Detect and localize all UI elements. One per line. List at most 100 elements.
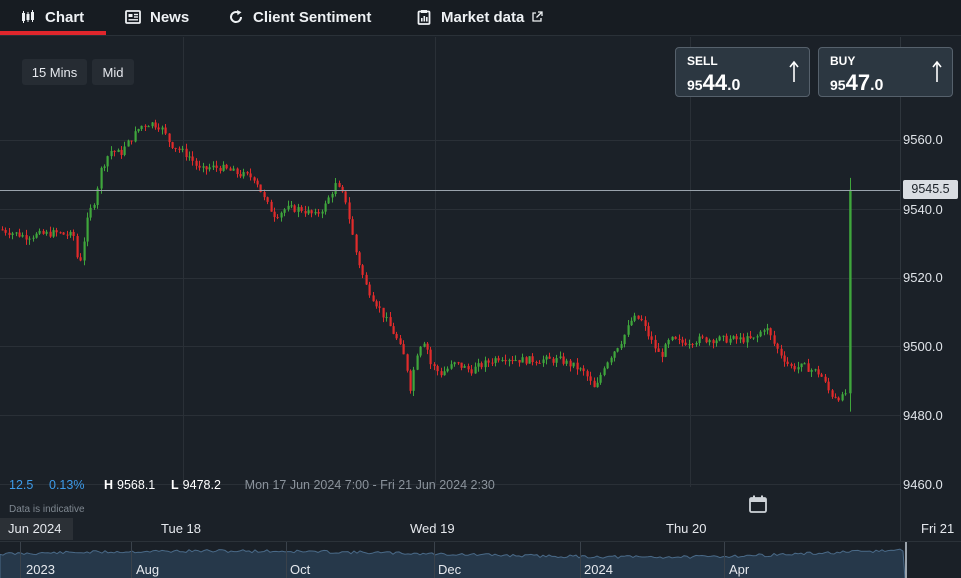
sell-button[interactable]: SELL 9544.0 — [675, 47, 810, 97]
candle-body — [164, 127, 167, 134]
candle-body — [32, 237, 35, 239]
candle-body — [480, 363, 483, 368]
tab-market-data-label: Market data — [441, 8, 525, 26]
candle-body — [616, 348, 619, 352]
candle-body — [106, 156, 109, 167]
candle-body — [358, 252, 361, 266]
candle-body — [300, 207, 303, 211]
candle-body — [69, 231, 72, 236]
tab-news[interactable]: News — [125, 0, 189, 34]
candle-body — [657, 348, 660, 352]
candle-body — [280, 212, 283, 218]
candle-body — [290, 205, 293, 207]
candle-body — [484, 360, 487, 368]
candle-body — [776, 343, 779, 349]
candle-body — [239, 174, 242, 177]
navigator-divider — [580, 542, 581, 578]
candle-body — [695, 343, 698, 345]
candle-body — [232, 168, 235, 171]
candle-body — [514, 359, 517, 361]
candle-body — [423, 343, 426, 347]
candle-body — [157, 127, 160, 130]
navigator-label: Aug — [136, 562, 160, 577]
candle-body — [161, 127, 164, 130]
active-tab-indicator — [0, 31, 106, 35]
navigator-handle[interactable] — [905, 542, 907, 578]
candle-body — [443, 371, 446, 376]
calendar-icon[interactable] — [748, 494, 768, 514]
candle-body — [542, 359, 545, 364]
y-tick-label: 9520.0 — [903, 270, 943, 285]
candle-body — [538, 362, 541, 364]
candle-body — [654, 339, 657, 349]
candle-body — [610, 357, 613, 363]
candle-body — [429, 349, 432, 365]
buy-price: 9547.0 — [830, 70, 883, 96]
price-type-button[interactable]: Mid — [92, 59, 134, 85]
candle-body — [460, 362, 463, 368]
timeframe-button[interactable]: 15 Mins — [22, 59, 87, 85]
candle-body — [18, 232, 21, 237]
candle-body — [246, 172, 249, 174]
candle-body — [497, 358, 500, 361]
candle-body — [355, 234, 358, 253]
candle-body — [810, 369, 813, 372]
candle-body — [140, 125, 143, 130]
candle-body — [151, 122, 154, 127]
tab-client-sentiment-label: Client Sentiment — [253, 8, 372, 26]
x-tick-label: Jun 2024 — [0, 518, 73, 540]
candle-body — [732, 336, 735, 339]
buy-price-big: 47 — [845, 70, 871, 95]
change-value: 12.5 — [9, 478, 34, 492]
navigator-label: Oct — [290, 562, 311, 577]
candle-body — [137, 129, 140, 132]
chart-area[interactable]: 15 Mins Mid SELL 9544.0 BUY 9547.0 9560.… — [0, 37, 961, 542]
candle-body — [93, 204, 96, 208]
time-navigator[interactable]: 2023 Aug Oct Dec 2024 Apr — [0, 541, 961, 578]
candle-body — [630, 320, 633, 326]
navigator-divider — [724, 542, 725, 578]
candle-body — [521, 357, 524, 363]
candle-body — [749, 336, 752, 339]
candle-body — [814, 369, 817, 371]
candle-body — [195, 160, 198, 166]
candle-body — [725, 335, 728, 343]
candle-body — [827, 381, 830, 391]
candle-body — [100, 167, 103, 189]
candle-body — [780, 348, 783, 356]
candle-body — [171, 142, 174, 148]
tab-client-sentiment[interactable]: Client Sentiment — [228, 0, 371, 34]
candle-body — [664, 344, 667, 357]
candle-body — [324, 203, 327, 212]
candle-body — [463, 366, 466, 368]
candle-body — [467, 366, 470, 370]
sell-label: SELL — [687, 54, 718, 68]
candle-body — [491, 362, 494, 364]
tab-market-data[interactable]: Market data — [416, 0, 544, 34]
tab-chart[interactable]: Chart — [20, 0, 84, 34]
buy-button[interactable]: BUY 9547.0 — [818, 47, 953, 97]
candle-body — [589, 376, 592, 381]
candle-body — [270, 201, 273, 212]
candle-body — [304, 210, 307, 214]
change-percent: 0.13% — [49, 478, 85, 492]
candle-body — [49, 231, 52, 237]
candle-body — [511, 359, 514, 361]
candle-body — [276, 217, 279, 219]
buy-price-tail: .0 — [870, 77, 884, 94]
tab-news-label: News — [150, 8, 190, 26]
stats-bar: 12.5 0.13% H 9568.1 L 9478.2 Mon 17 Jun … — [9, 478, 495, 492]
candle-body — [399, 338, 402, 345]
candle-body — [691, 344, 694, 346]
price-chart[interactable] — [0, 37, 961, 542]
navigator-divider — [434, 542, 435, 578]
candle-body — [582, 368, 585, 372]
candle-body — [334, 183, 337, 194]
candle-body — [11, 233, 14, 235]
candle-body — [599, 374, 602, 383]
candle-body — [817, 369, 820, 375]
candle-body — [667, 339, 670, 345]
candle-body — [1, 229, 4, 231]
candle-body — [786, 361, 789, 365]
candle-body — [531, 356, 534, 363]
